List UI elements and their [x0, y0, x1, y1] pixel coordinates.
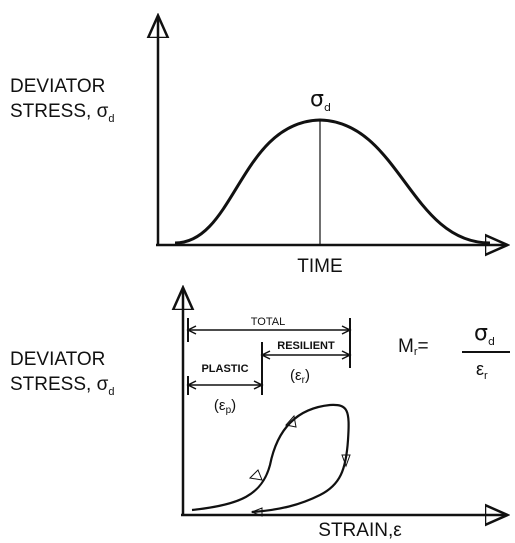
plastic-label: PLASTIC: [201, 363, 248, 375]
arrowheads: [186, 325, 352, 335]
resilient-arrow: [260, 350, 352, 360]
loop-arrows: [248, 414, 351, 517]
peak-label: σd: [310, 87, 331, 114]
y-label: STRESS, σd: [10, 374, 114, 398]
x-label: STRAIN,ε: [318, 520, 402, 541]
formula-lhs: Mr=: [398, 336, 429, 358]
plastic-strain: (εp): [214, 397, 236, 416]
y-label: DEVIATOR: [10, 76, 105, 97]
resilient-label: RESILIENT: [277, 340, 335, 352]
denominator: εr: [476, 359, 488, 382]
resilient-strain: (εr): [290, 367, 310, 386]
x-label: TIME: [297, 256, 342, 277]
y-label: DEVIATOR: [10, 349, 105, 370]
total-label: TOTAL: [251, 316, 285, 328]
load-pulse: [174, 118, 491, 245]
plastic-arrow: [186, 380, 264, 390]
numerator: σd: [474, 321, 495, 348]
hysteresis-loop: [191, 403, 350, 514]
y-label: STRESS, σd: [10, 101, 114, 125]
